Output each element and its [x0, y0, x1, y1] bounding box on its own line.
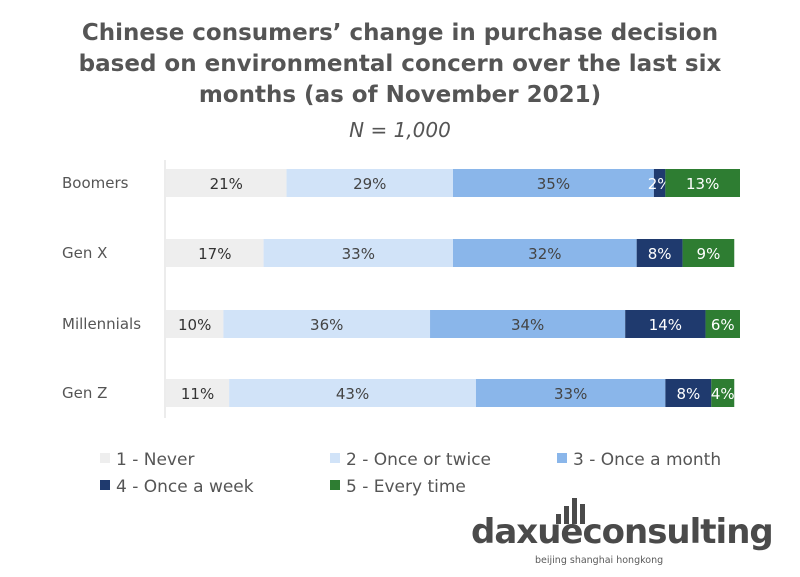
legend-item-once-a-month: 3 - Once a month	[557, 450, 721, 470]
legend-label-once-a-month: 3 - Once a month	[573, 450, 722, 470]
legend-item-once-or-twice: 2 - Once or twice	[330, 450, 491, 470]
bar-segment-gen-z-1-never	[166, 379, 230, 407]
data-label-millennials-5-every-time: 6%	[711, 316, 735, 334]
logo-wordmark: daxueconsulting	[471, 512, 774, 552]
data-label-gen-z-5-every-time: 4%	[711, 385, 735, 403]
chart-title-line-1: Chinese consumers’ change in purchase de…	[81, 20, 719, 46]
legend-item-never: 1 - Never	[100, 450, 194, 470]
data-label-boomers-5-every-time: 13%	[686, 175, 719, 193]
chart-title-line-3: months (as of November 2021)	[198, 82, 602, 108]
legend-label-once-a-week: 4 - Once a week	[116, 477, 254, 497]
legend-swatch-once-a-month	[557, 453, 567, 463]
chart-title: Chinese consumers’ change in purchase de…	[0, 18, 800, 111]
legend-swatch-once-a-week	[100, 480, 110, 490]
data-label-boomers-2-once-or-twice: 29%	[353, 175, 386, 193]
bar-segment-gen-x-4-once-a-week	[636, 239, 683, 267]
legend-label-never: 1 - Never	[116, 450, 195, 470]
data-label-gen-x-2-once-or-twice: 33%	[342, 245, 375, 263]
bar-segment-millennials-1-never	[166, 310, 224, 338]
category-label-gen-x: Gen X	[62, 244, 107, 262]
data-label-gen-x-4-once-a-week: 8%	[648, 245, 672, 263]
bar-segment-boomers-4-once-a-week	[653, 169, 666, 197]
legend-swatch-once-or-twice	[330, 453, 340, 463]
data-label-gen-x-5-every-time: 9%	[697, 245, 721, 263]
data-label-gen-z-1-never: 11%	[181, 385, 214, 403]
bar-segment-boomers-3-once-a-month	[453, 169, 654, 197]
bar-segment-boomers-2-once-or-twice	[286, 169, 453, 197]
bar-segment-millennials-2-once-or-twice	[223, 310, 431, 338]
legend-swatch-every-time	[330, 480, 340, 490]
bar-segment-millennials-4-once-a-week	[625, 310, 706, 338]
daxue-consulting-logo: daxueconsulting beijing shanghai hongkon…	[471, 490, 774, 570]
bar-segment-gen-x-3-once-a-month	[453, 239, 637, 267]
data-label-millennials-3-once-a-month: 34%	[511, 316, 544, 334]
legend-item-once-a-week: 4 - Once a week	[100, 477, 254, 497]
bar-segment-millennials-5-every-time	[705, 310, 740, 338]
data-label-boomers-3-once-a-month: 35%	[537, 175, 570, 193]
category-label-gen-z: Gen Z	[62, 384, 107, 402]
data-label-millennials-4-once-a-week: 14%	[649, 316, 682, 334]
data-label-boomers-1-never: 21%	[210, 175, 243, 193]
bar-segment-gen-z-2-once-or-twice	[229, 379, 476, 407]
legend-item-every-time: 5 - Every time	[330, 477, 466, 497]
legend-swatch-never	[100, 453, 110, 463]
logo-bars-icon	[556, 496, 596, 524]
data-label-millennials-2-once-or-twice: 36%	[310, 316, 343, 334]
data-label-gen-z-2-once-or-twice: 43%	[336, 385, 369, 403]
data-label-gen-z-4-once-a-week: 8%	[676, 385, 700, 403]
chart-subtitle: N = 1,000	[349, 118, 451, 142]
bar-segment-boomers-1-never	[166, 169, 287, 197]
bar-segment-gen-x-5-every-time	[682, 239, 735, 267]
category-label-millennials: Millennials	[62, 315, 141, 333]
data-label-gen-x-3-once-a-month: 32%	[528, 245, 561, 263]
category-label-boomers: Boomers	[62, 174, 129, 192]
bar-segment-gen-z-4-once-a-week	[665, 379, 712, 407]
chart-title-line-2: based on environmental concern over the …	[78, 51, 722, 77]
legend-label-once-or-twice: 2 - Once or twice	[346, 450, 492, 470]
bar-segment-millennials-3-once-a-month	[430, 310, 626, 338]
bar-segment-gen-z-3-once-a-month	[475, 379, 666, 407]
data-label-millennials-1-never: 10%	[178, 316, 211, 334]
data-label-gen-x-1-never: 17%	[198, 245, 231, 263]
logo-tagline: beijing shanghai hongkong	[535, 555, 664, 566]
data-label-gen-z-3-once-a-month: 33%	[554, 385, 587, 403]
bar-segment-gen-z-5-every-time	[711, 379, 735, 407]
bar-segment-gen-x-1-never	[166, 239, 264, 267]
legend-label-every-time: 5 - Every time	[346, 477, 466, 497]
bar-segment-boomers-5-every-time	[665, 169, 740, 197]
bar-segment-gen-x-2-once-or-twice	[263, 239, 453, 267]
